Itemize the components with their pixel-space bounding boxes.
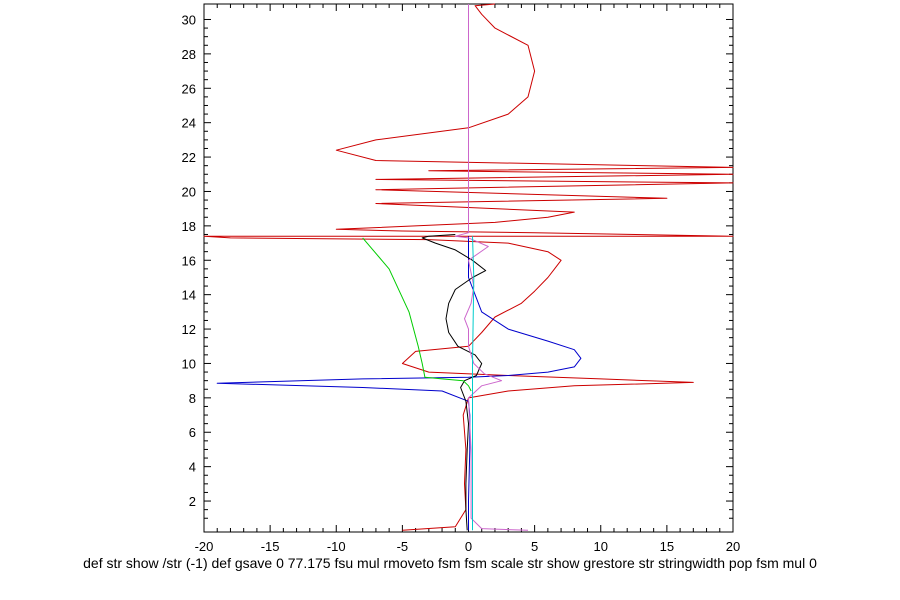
- y-tick-label: 6: [189, 425, 196, 440]
- y-tick-label: 4: [189, 460, 196, 475]
- series-line-green: [362, 237, 472, 392]
- x-tick-label: 20: [726, 539, 740, 554]
- y-tick-label: 16: [182, 253, 196, 268]
- x-tick-label: -15: [261, 539, 280, 554]
- x-tick-label: 15: [660, 539, 674, 554]
- y-tick-label: 8: [189, 391, 196, 406]
- y-tick-label: 18: [182, 219, 196, 234]
- x-tick-label: 5: [531, 539, 538, 554]
- x-tick-label: -5: [397, 539, 409, 554]
- plot-series: [203, 3, 734, 531]
- y-tick-label: 26: [182, 81, 196, 96]
- y-tick-label: 2: [189, 494, 196, 509]
- y-tick-label: 22: [182, 150, 196, 165]
- y-tick-label: 28: [182, 47, 196, 62]
- y-tick-label: 10: [182, 356, 196, 371]
- y-tick-label: 12: [182, 322, 196, 337]
- y-tick-label: 14: [182, 288, 196, 303]
- y-tick-label: 20: [182, 184, 196, 199]
- x-axis: -20 -15 -10 -5 0 5 10 15 20: [195, 4, 740, 554]
- series-line-black: [421, 234, 487, 531]
- series-line-red: [203, 3, 734, 531]
- y-tick-label: 24: [182, 116, 196, 131]
- series-line-blue: [216, 236, 582, 531]
- y-tick-label: 30: [182, 12, 196, 27]
- series-line-cyan: [472, 236, 475, 531]
- x-tick-label: -20: [195, 539, 214, 554]
- series-line-violet: [454, 4, 529, 531]
- x-tick-label: -10: [327, 539, 346, 554]
- x-axis-label: def str show /str (-1) def gsave 0 77.17…: [83, 555, 817, 571]
- x-tick-label: 0: [465, 539, 472, 554]
- x-tick-label: 10: [594, 539, 608, 554]
